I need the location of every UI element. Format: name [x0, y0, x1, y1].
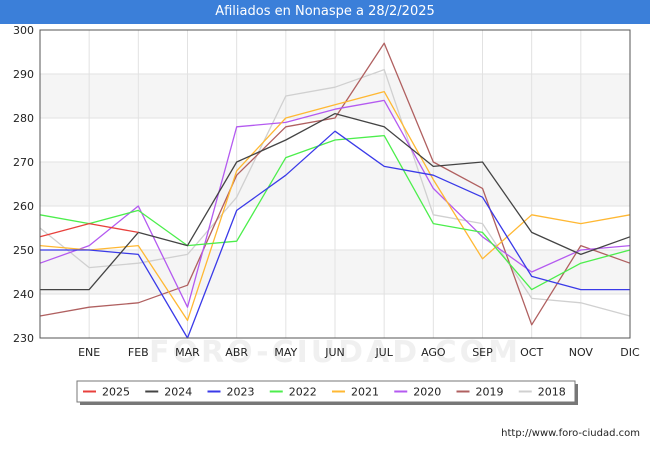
legend-label-2021: 2021 — [351, 386, 379, 399]
legend-label-2025: 2025 — [102, 386, 130, 399]
y-tick-label: 300 — [13, 24, 34, 37]
series-line-2022 — [39, 134, 631, 291]
series-line-2021 — [39, 90, 631, 322]
y-tick-label: 260 — [13, 200, 34, 213]
series-line-2020 — [39, 99, 631, 308]
series-line-2023 — [40, 130, 630, 339]
legend-label-2024: 2024 — [164, 386, 192, 399]
x-tick-label: MAY — [274, 346, 297, 359]
legend-label-2022: 2022 — [289, 386, 317, 399]
x-tick-label: JUN — [324, 346, 345, 359]
series-line-2025 — [39, 222, 139, 238]
y-tick-label: 270 — [13, 156, 34, 169]
y-tick-label: 240 — [13, 288, 34, 301]
watermark: FORO-CIUDAD.COM — [149, 335, 521, 370]
chart-title: Afiliados en Nonaspe a 28/2/2025 — [0, 0, 650, 24]
x-tick-label: SEP — [472, 346, 493, 359]
x-tick-label: JUL — [374, 346, 393, 359]
x-tick-label: OCT — [520, 346, 543, 359]
watermark-text: FORO-CIUDAD.COM — [149, 335, 521, 370]
series-lines — [39, 42, 631, 339]
series-line-2019 — [39, 42, 631, 326]
x-tick-label: NOV — [569, 346, 594, 359]
legend-label-2018: 2018 — [538, 386, 566, 399]
legend-label-2020: 2020 — [413, 386, 441, 399]
x-tick-label: FEB — [128, 346, 149, 359]
x-tick-label: AGO — [421, 346, 446, 359]
series-line-2018 — [39, 68, 631, 317]
legend: 2025 2024 2023 2022 2021 2020 2019 2018 — [76, 380, 578, 405]
y-tick-label: 250 — [13, 244, 34, 257]
source-url[interactable]: http://www.foro-ciudad.com — [501, 428, 640, 439]
axes: 230 240 250 260 270 280 290 300 ENE FEB MAR ABR MAY J… — [13, 24, 640, 359]
x-tick-label: MAR — [175, 346, 200, 359]
x-tick-label: DIC — [620, 346, 640, 359]
legend-box — [76, 380, 576, 403]
x-tick-label: ENE — [78, 346, 100, 359]
legend-label-2019: 2019 — [476, 386, 504, 399]
plot-border — [39, 29, 631, 339]
y-tick-label: 230 — [13, 332, 34, 345]
legend-label-2023: 2023 — [227, 386, 255, 399]
y-tick-label: 290 — [13, 68, 34, 81]
x-tick-label: ABR — [225, 346, 248, 359]
y-tick-label: 280 — [13, 112, 34, 125]
